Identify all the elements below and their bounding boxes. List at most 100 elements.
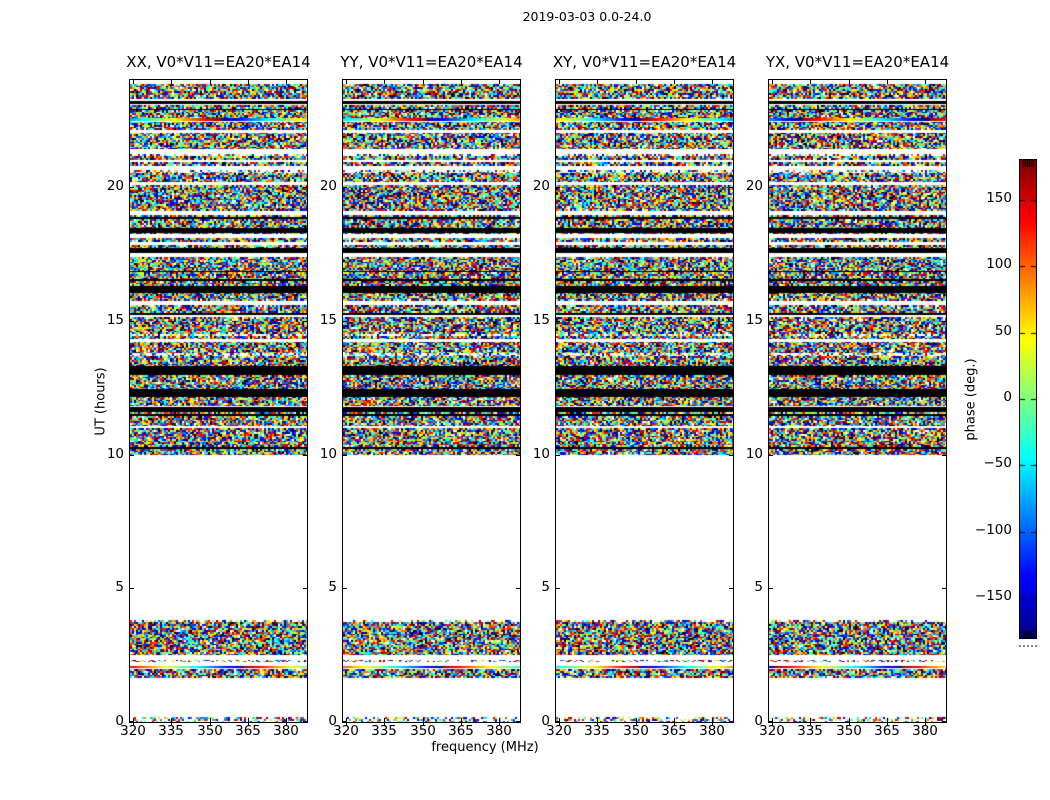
panel-heatmap [130, 80, 307, 722]
y-tick-label: 0 [541, 713, 550, 729]
y-tickmark [130, 187, 134, 188]
y-tickmark [769, 187, 773, 188]
y-tick-label: 20 [745, 178, 763, 194]
y-tickmark [556, 721, 560, 722]
y-tickmark [130, 588, 134, 589]
y-tickmark [516, 455, 520, 456]
x-tickmark [346, 723, 347, 726]
x-tickmark [133, 718, 134, 722]
y-tick-label: 15 [319, 312, 337, 328]
x-tick-label: 320 [759, 723, 785, 739]
y-tick-label: 5 [115, 579, 124, 595]
x-tick-label: 380 [486, 723, 512, 739]
y-tick-label: 5 [328, 579, 337, 595]
y-tickmark [516, 321, 520, 322]
x-tickmark [384, 723, 385, 726]
y-tickmark [516, 187, 520, 188]
x-tickmark [423, 80, 424, 84]
y-tickmark [769, 588, 773, 589]
y-tickmark [942, 187, 946, 188]
x-tick-label: 380 [912, 723, 938, 739]
x-tickmark [810, 80, 811, 84]
x-tickmark [346, 718, 347, 722]
x-tickmark [559, 723, 560, 726]
y-tick-label: 20 [106, 178, 124, 194]
y-tickmark [769, 321, 773, 322]
y-tick-label: 15 [745, 312, 763, 328]
x-tickmark [499, 80, 500, 84]
x-tickmark [772, 80, 773, 84]
panel-title: YX, V0*V11=EA20*EA14 [765, 53, 950, 71]
y-tickmark [942, 321, 946, 322]
x-tickmark [499, 718, 500, 722]
x-tickmark [925, 80, 926, 84]
x-tick-label: 335 [584, 723, 610, 739]
x-tickmark [597, 80, 598, 84]
panel-border [129, 79, 308, 723]
x-tickmark [636, 723, 637, 726]
x-tickmark [849, 718, 850, 722]
x-tick-label: 335 [797, 723, 823, 739]
y-tickmark [729, 721, 733, 722]
y-tickmark [769, 455, 773, 456]
x-tickmark [636, 80, 637, 84]
y-tick-label: 0 [754, 713, 763, 729]
y-tickmark [343, 721, 347, 722]
y-tick-label: 15 [532, 312, 550, 328]
colorbar-tick-label: 100 [986, 256, 1012, 272]
y-tickmark [516, 588, 520, 589]
x-tick-label: 365 [661, 723, 687, 739]
y-tick-label: 10 [319, 446, 337, 462]
panel-title: XX, V0*V11=EA20*EA14 [126, 53, 311, 71]
x-tickmark [499, 723, 500, 726]
x-tickmark [887, 723, 888, 726]
y-tickmark [729, 187, 733, 188]
x-tick-label: 365 [448, 723, 474, 739]
y-tickmark [303, 455, 307, 456]
x-tickmark [346, 80, 347, 84]
colorbar-tick-label: 0 [1003, 389, 1012, 405]
y-tickmark [729, 321, 733, 322]
y-tickmark [942, 588, 946, 589]
x-tickmark [286, 80, 287, 84]
y-tick-label: 10 [106, 446, 124, 462]
x-tickmark [712, 723, 713, 726]
x-tickmark [674, 723, 675, 726]
y-tick-label: 5 [754, 579, 763, 595]
y-tickmark [556, 321, 560, 322]
x-tickmark [772, 718, 773, 722]
x-tickmark [248, 718, 249, 722]
y-axis-label: UT (hours) [93, 367, 109, 436]
colorbar-tick-label: 50 [994, 323, 1012, 339]
x-tickmark [210, 723, 211, 726]
x-tickmark [712, 80, 713, 84]
panel-border [768, 79, 947, 723]
y-tickmark [343, 187, 347, 188]
y-tickmark [303, 588, 307, 589]
x-tickmark [248, 723, 249, 726]
x-tickmark [210, 718, 211, 722]
y-tickmark [556, 455, 560, 456]
x-tick-label: 335 [158, 723, 184, 739]
x-tick-label: 320 [546, 723, 572, 739]
x-tick-label: 365 [235, 723, 261, 739]
y-tickmark [516, 721, 520, 722]
colorbar-tick-label: −50 [983, 455, 1013, 471]
x-tickmark [384, 80, 385, 84]
x-tickmark [559, 718, 560, 722]
y-tickmark [729, 455, 733, 456]
x-tickmark [849, 723, 850, 726]
colorbar [1019, 159, 1037, 639]
x-tickmark [887, 718, 888, 722]
x-tickmark [674, 80, 675, 84]
colorbar-underline [1019, 645, 1037, 647]
x-tick-label: 320 [120, 723, 146, 739]
x-tick-label: 350 [623, 723, 649, 739]
x-tickmark [133, 723, 134, 726]
colorbar-tick-label: −150 [974, 588, 1012, 604]
y-tickmark [942, 455, 946, 456]
panel-heatmap [343, 80, 520, 722]
y-tickmark [303, 187, 307, 188]
y-tickmark [130, 721, 134, 722]
